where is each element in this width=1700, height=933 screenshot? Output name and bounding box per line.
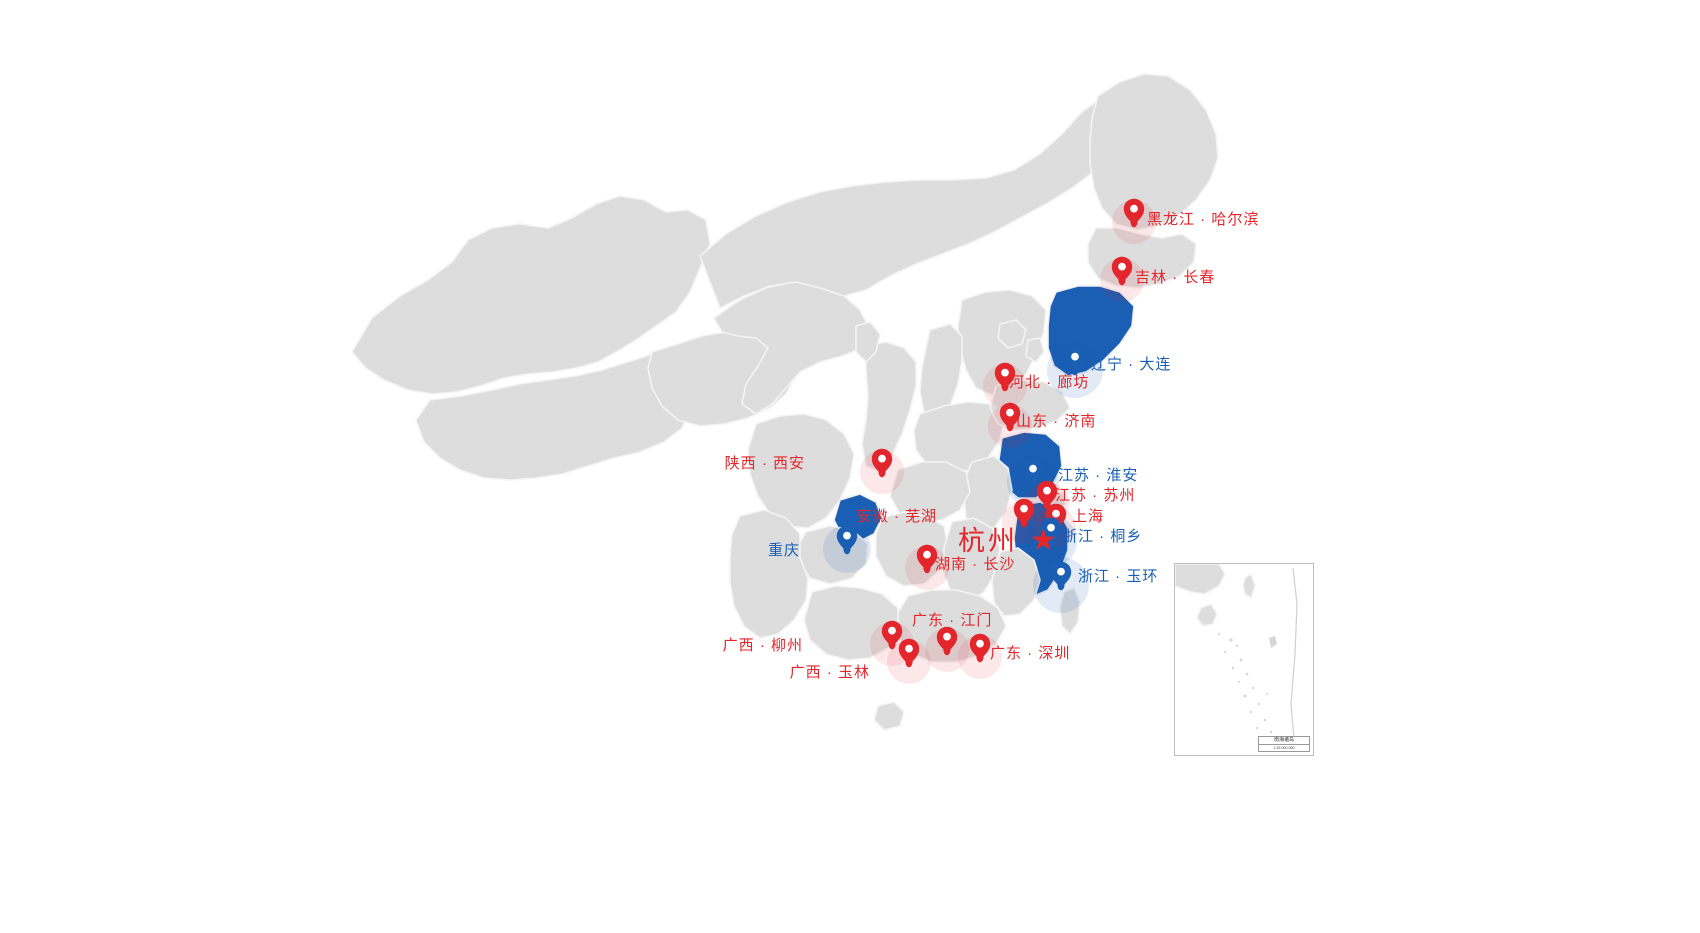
province-hubei [889, 461, 971, 523]
inset-scale-value: 1:33 000 000 [1259, 744, 1309, 751]
marker-label-xian: 陕西 · 西安 [724, 455, 805, 472]
province-yunnan [729, 509, 809, 639]
map-pin-suzhou[interactable] [1036, 480, 1058, 510]
province-tibet [415, 353, 691, 481]
home-star-icon: ★ [1030, 524, 1057, 557]
province-hainan [873, 701, 905, 731]
province-tianjin [1025, 337, 1045, 364]
province-fujian [991, 547, 1041, 617]
marker-label-changsha: 湖南 · 长沙 [935, 556, 1016, 573]
province-shaanxi [861, 341, 917, 473]
map-pin-shanghai[interactable] [1045, 503, 1067, 533]
province-beijing [997, 319, 1027, 349]
marker-label-yuhuan: 浙江 · 玉环 [1078, 568, 1159, 585]
marker-label-suzhou: 江苏 · 苏州 [1055, 487, 1136, 504]
inset-scale-bar: 南海诸岛 1:33 000 000 [1258, 736, 1310, 752]
marker-label-shanghai: 上海 [1072, 508, 1105, 525]
marker-label-langfang: 河北 · 廊坊 [1009, 374, 1090, 391]
province-guangxi [803, 585, 899, 661]
province-shapes [351, 73, 1219, 731]
province-xinjiang [351, 195, 711, 395]
marker-label-liuzhou: 广西 · 柳州 [722, 637, 803, 654]
map-pin-langfang[interactable] [994, 362, 1016, 392]
map-pin-changsha[interactable] [916, 544, 938, 574]
province-sichuan [747, 413, 855, 529]
map-pin-yulin[interactable] [898, 638, 920, 668]
marker-label-tongxiang: 浙江 · 桐乡 [1062, 528, 1143, 545]
province-heilongjiang [1089, 73, 1219, 231]
marker-label-jinan: 山东 · 济南 [1016, 413, 1097, 430]
map-pin-dalian[interactable] [1064, 346, 1086, 376]
map-pin-harbin[interactable] [1123, 198, 1145, 228]
inset-scale-title: 南海诸岛 [1273, 737, 1294, 743]
marker-label-huaian: 江苏 · 淮安 [1058, 467, 1139, 484]
inset-taiwan [1242, 572, 1256, 600]
map-pin-yuhuan[interactable] [1050, 561, 1072, 591]
marker-label-dalian: 辽宁 · 大连 [1091, 356, 1172, 373]
marker-label-harbin: 黑龙江 · 哈尔滨 [1147, 211, 1260, 228]
marker-label-jiangmen: 广东 · 江门 [912, 612, 993, 629]
marker-label-changchun: 吉林 · 长春 [1135, 269, 1216, 286]
marker-label-chongqing: 重庆 [767, 542, 800, 559]
inset-boundary-line [1290, 567, 1298, 751]
south-china-sea-inset: 南海诸岛 1:33 000 000 [1174, 563, 1314, 756]
map-pin-shenzhen[interactable] [969, 633, 991, 663]
map-pin-changchun[interactable] [1111, 256, 1133, 286]
province-jiangxi [943, 517, 1001, 603]
inset-mainland [1175, 564, 1226, 595]
marker-label-yulin: 广西 · 玉林 [789, 664, 870, 681]
map-pin-jiangmen[interactable] [936, 626, 958, 656]
map-pin-tongxiang[interactable] [1040, 517, 1062, 547]
province-inner-mongolia [699, 89, 1143, 310]
inset-map-svg [1175, 564, 1313, 755]
marker-label-shenzhen: 广东 · 深圳 [990, 645, 1071, 662]
map-pin-huaian[interactable] [1022, 458, 1044, 488]
map-pin-chongqing[interactable] [836, 525, 858, 555]
map-pin-liuzhou[interactable] [881, 620, 903, 650]
inset-hainan [1196, 603, 1218, 627]
map-pin-xian[interactable] [871, 448, 893, 478]
inset-islands [1217, 632, 1289, 748]
marker-label-wuhu: 安徽 · 芜湖 [856, 508, 937, 525]
province-taiwan [1059, 586, 1081, 636]
province-ningxia [855, 321, 881, 364]
map-pin-jinan[interactable] [999, 402, 1021, 432]
map-pin-wuhu[interactable] [1013, 498, 1035, 528]
home-city-label: 杭州 [958, 526, 1018, 556]
